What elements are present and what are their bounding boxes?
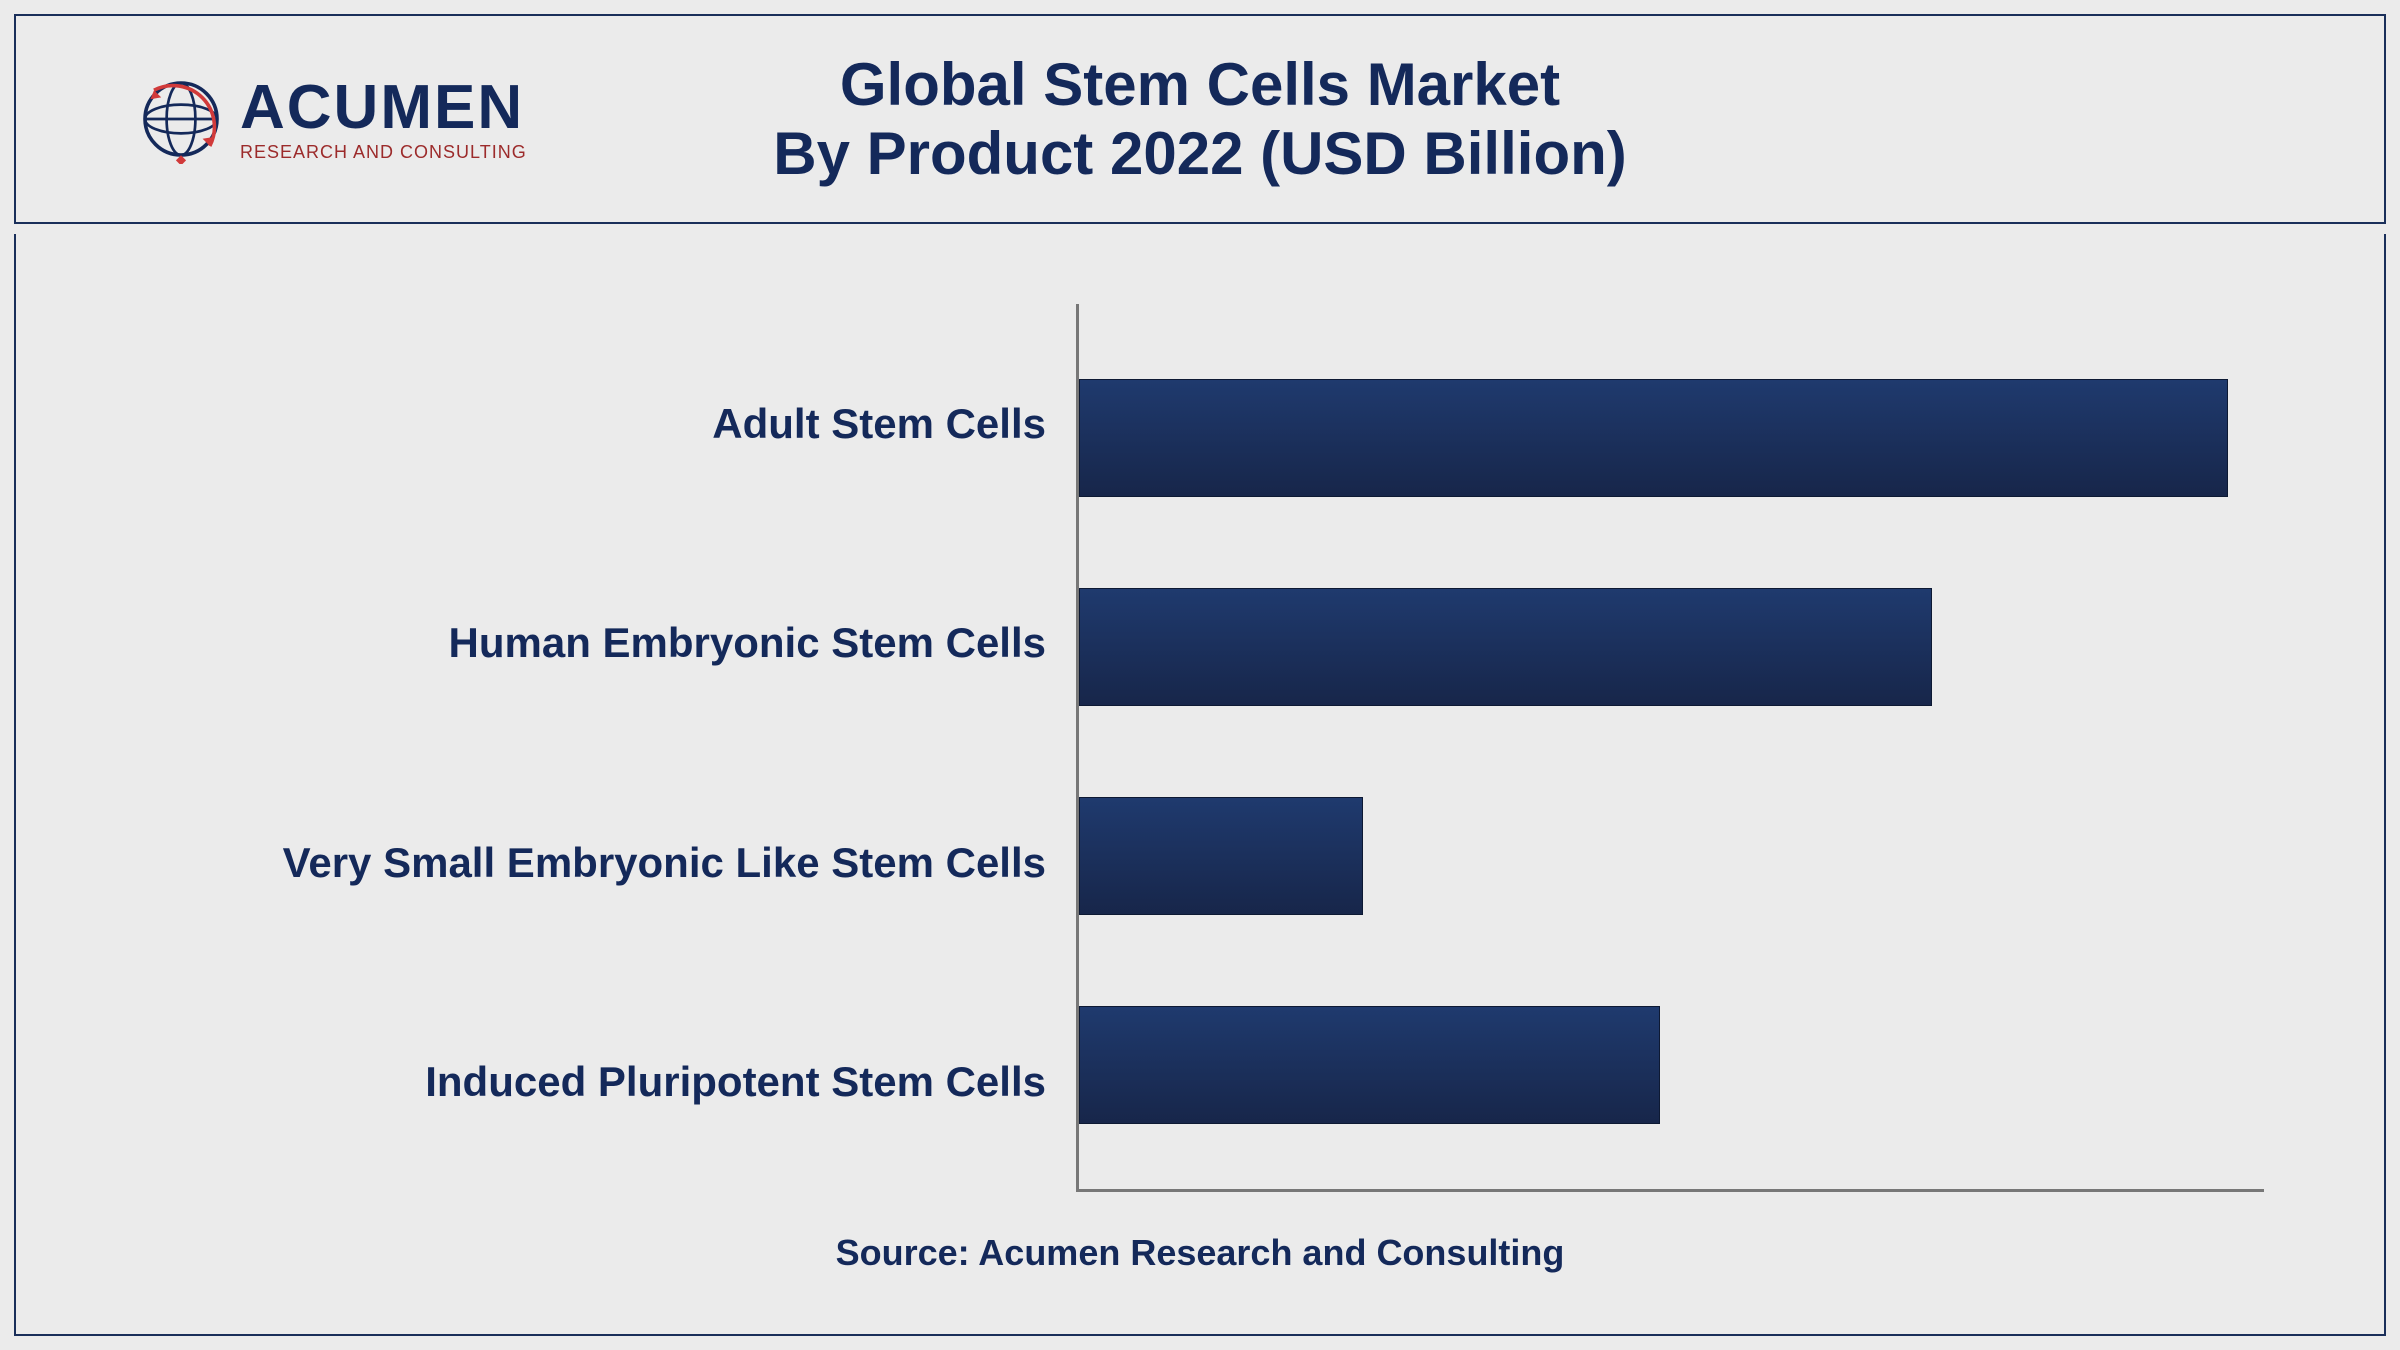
category-label: Human Embryonic Stem Cells: [136, 619, 1076, 667]
brand-logo: ACUMEN RESEARCH AND CONSULTING: [136, 74, 527, 164]
category-label: Very Small Embryonic Like Stem Cells: [136, 839, 1076, 887]
chart-panel: Adult Stem Cells Human Embryonic Stem Ce…: [14, 234, 2386, 1336]
category-label: Induced Pluripotent Stem Cells: [136, 1058, 1076, 1106]
logo-text: ACUMEN RESEARCH AND CONSULTING: [240, 77, 527, 161]
bars-area: [1076, 314, 2264, 1192]
category-label: Adult Stem Cells: [136, 400, 1076, 448]
globe-icon: [136, 74, 226, 164]
bar: [1079, 797, 1363, 915]
bar: [1079, 379, 2228, 497]
header-panel: ACUMEN RESEARCH AND CONSULTING Global St…: [14, 14, 2386, 224]
category-labels: Adult Stem Cells Human Embryonic Stem Ce…: [136, 314, 1076, 1192]
bar: [1079, 588, 1932, 706]
plot-area: Adult Stem Cells Human Embryonic Stem Ce…: [136, 314, 2264, 1192]
axis-tick: [1076, 304, 1079, 314]
bar: [1079, 1006, 1660, 1124]
source-text: Source: Acumen Research and Consulting: [136, 1232, 2264, 1274]
logo-main: ACUMEN: [240, 77, 527, 139]
logo-sub: RESEARCH AND CONSULTING: [240, 143, 527, 161]
